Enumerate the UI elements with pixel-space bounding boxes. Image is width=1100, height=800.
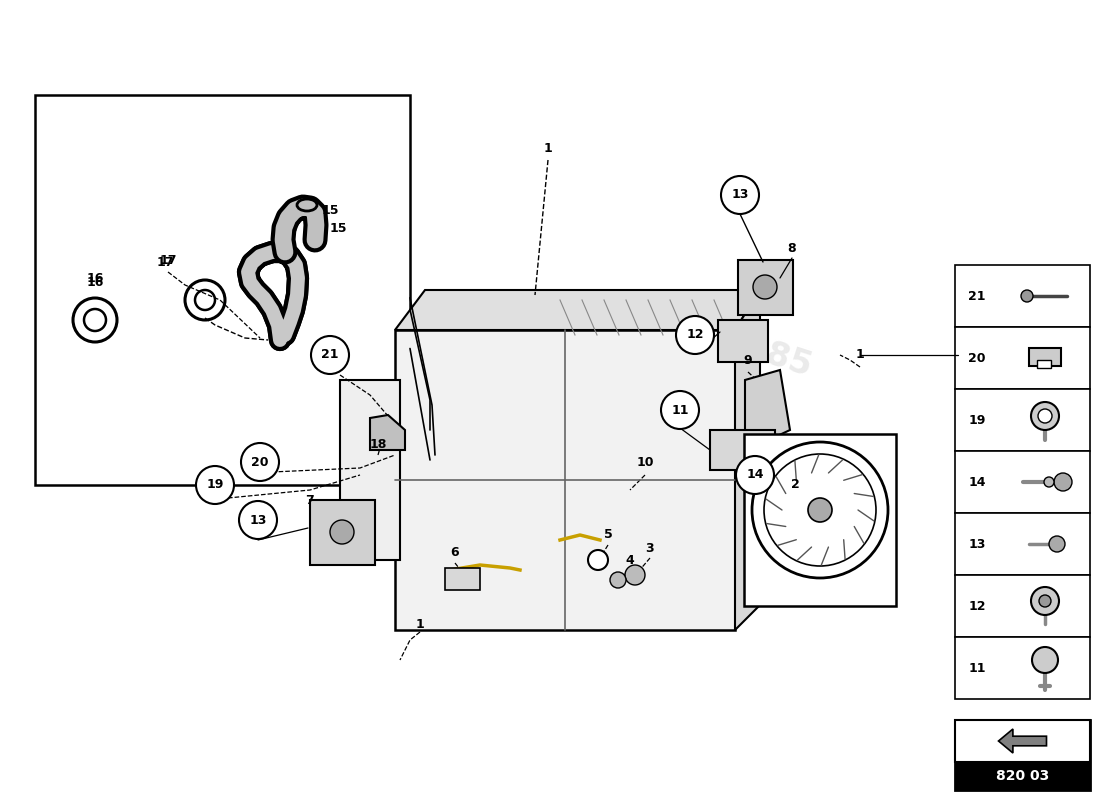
Circle shape bbox=[661, 391, 698, 429]
Polygon shape bbox=[395, 290, 760, 330]
Circle shape bbox=[1021, 290, 1033, 302]
Text: 15: 15 bbox=[329, 222, 346, 234]
Circle shape bbox=[196, 466, 234, 504]
Bar bbox=[955, 389, 1090, 451]
Bar bbox=[955, 637, 1090, 699]
Bar bbox=[1028, 348, 1062, 366]
Bar bbox=[35, 95, 410, 485]
Text: 4: 4 bbox=[626, 554, 635, 566]
Polygon shape bbox=[735, 290, 760, 630]
Polygon shape bbox=[745, 370, 790, 445]
Circle shape bbox=[736, 456, 774, 494]
Bar bbox=[340, 380, 400, 560]
Bar bbox=[955, 451, 1090, 513]
Bar bbox=[395, 330, 735, 630]
Bar bbox=[955, 265, 1090, 327]
Text: 18: 18 bbox=[370, 438, 387, 451]
Circle shape bbox=[676, 316, 714, 354]
Text: 15: 15 bbox=[321, 203, 339, 217]
Text: 13: 13 bbox=[732, 189, 749, 202]
Text: 12: 12 bbox=[968, 599, 986, 613]
Bar bbox=[955, 720, 1090, 790]
Circle shape bbox=[195, 290, 214, 310]
Circle shape bbox=[754, 275, 777, 299]
Text: 12: 12 bbox=[686, 329, 704, 342]
Text: 11: 11 bbox=[671, 403, 689, 417]
Text: 17: 17 bbox=[160, 254, 177, 266]
Bar bbox=[955, 327, 1090, 389]
Bar bbox=[955, 720, 1090, 762]
Text: 11: 11 bbox=[968, 662, 986, 674]
Circle shape bbox=[185, 280, 226, 320]
Circle shape bbox=[588, 550, 608, 570]
Text: 5: 5 bbox=[604, 529, 613, 542]
Circle shape bbox=[808, 498, 832, 522]
Text: 17: 17 bbox=[156, 255, 174, 269]
Text: 9: 9 bbox=[744, 354, 752, 366]
Circle shape bbox=[241, 443, 279, 481]
Text: 13: 13 bbox=[250, 514, 266, 526]
Bar bbox=[310, 500, 375, 565]
Text: eurospares: eurospares bbox=[189, 342, 735, 426]
Circle shape bbox=[1032, 647, 1058, 673]
Bar bbox=[718, 320, 768, 362]
Text: 20: 20 bbox=[968, 351, 986, 365]
Bar bbox=[1037, 360, 1050, 368]
Text: 21: 21 bbox=[321, 349, 339, 362]
Circle shape bbox=[1044, 477, 1054, 487]
Circle shape bbox=[311, 336, 349, 374]
Bar bbox=[738, 260, 793, 315]
Circle shape bbox=[610, 572, 626, 588]
Text: 820 03: 820 03 bbox=[996, 769, 1049, 783]
Circle shape bbox=[239, 501, 277, 539]
Text: 10: 10 bbox=[636, 455, 653, 469]
Text: 16: 16 bbox=[86, 271, 103, 285]
Text: 13: 13 bbox=[968, 538, 986, 550]
Bar bbox=[446, 568, 480, 590]
Text: a passion for parts: a passion for parts bbox=[298, 450, 582, 478]
Bar bbox=[744, 434, 896, 606]
Text: 7: 7 bbox=[306, 494, 315, 506]
Text: 1: 1 bbox=[416, 618, 425, 631]
Text: 1: 1 bbox=[543, 142, 552, 154]
Text: 1: 1 bbox=[856, 349, 865, 362]
Text: 20: 20 bbox=[251, 455, 268, 469]
Circle shape bbox=[1054, 473, 1072, 491]
Text: 19: 19 bbox=[968, 414, 986, 426]
Circle shape bbox=[84, 309, 106, 331]
Circle shape bbox=[1031, 402, 1059, 430]
Text: 16: 16 bbox=[86, 275, 103, 289]
Circle shape bbox=[1031, 587, 1059, 615]
Text: 14: 14 bbox=[746, 469, 763, 482]
Circle shape bbox=[1049, 536, 1065, 552]
Circle shape bbox=[752, 442, 888, 578]
Text: since 1985: since 1985 bbox=[614, 289, 816, 383]
Text: 14: 14 bbox=[968, 475, 986, 489]
Text: 8: 8 bbox=[788, 242, 796, 254]
Circle shape bbox=[1038, 409, 1052, 423]
Bar bbox=[955, 575, 1090, 637]
Text: 21: 21 bbox=[968, 290, 986, 302]
Text: 6: 6 bbox=[451, 546, 460, 558]
Circle shape bbox=[73, 298, 117, 342]
Text: 19: 19 bbox=[207, 478, 223, 491]
Circle shape bbox=[720, 176, 759, 214]
Polygon shape bbox=[999, 729, 1046, 753]
Bar bbox=[710, 430, 776, 470]
Circle shape bbox=[764, 454, 876, 566]
Text: 2: 2 bbox=[791, 478, 800, 491]
Circle shape bbox=[330, 520, 354, 544]
Polygon shape bbox=[370, 415, 405, 450]
Text: 3: 3 bbox=[646, 542, 654, 554]
Circle shape bbox=[625, 565, 645, 585]
Bar bbox=[955, 513, 1090, 575]
Circle shape bbox=[1040, 595, 1050, 607]
